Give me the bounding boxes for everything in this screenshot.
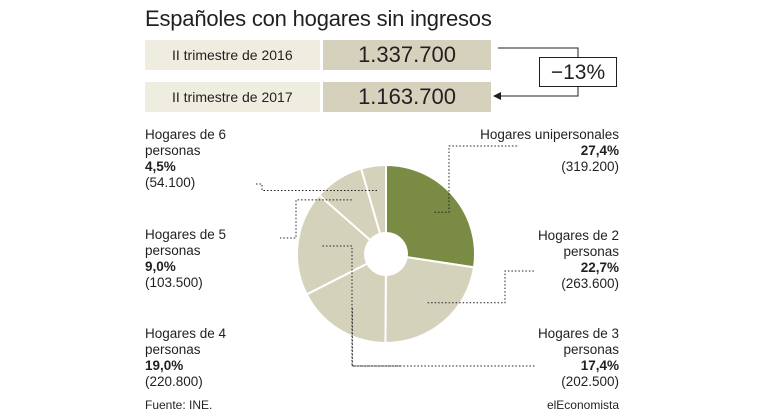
pie-slice-3-personas	[305, 252, 388, 345]
leader-line-5-personas	[280, 199, 352, 239]
leader-line-3-personas	[351, 308, 536, 367]
period-label: II trimestre de 2017	[172, 89, 293, 105]
comparison-value-2016: 1.337.700	[323, 40, 491, 70]
leader-line-6-personas	[255, 183, 377, 192]
slice-percent: 4,5%	[145, 159, 176, 174]
slice-count: (103.500)	[145, 275, 203, 290]
slice-name: Hogares de 2	[537, 228, 619, 243]
slice-name: Hogares de 3	[537, 326, 619, 341]
slice-name-cont: personas	[563, 244, 619, 259]
slice-count: (202.500)	[561, 374, 619, 389]
pie-slice-unipersonales	[385, 163, 476, 269]
slice-percent: 9,0%	[145, 259, 176, 274]
arrowhead-icon	[493, 92, 501, 100]
comparison-row-2016: II trimestre de 2016 1.337.700	[145, 40, 491, 70]
comparison-value-2017: 1.163.700	[323, 82, 491, 112]
pie-slice-4-personas	[296, 193, 388, 296]
comparison-row-2017: II trimestre de 2017 1.163.700	[145, 82, 491, 112]
slice-name-cont: personas	[145, 243, 201, 258]
slice-name-cont: personas	[563, 342, 619, 357]
donut-hole	[364, 232, 408, 276]
slice-name-cont: personas	[145, 342, 201, 357]
comparison-label-2017: II trimestre de 2017	[145, 82, 320, 112]
slice-count: (319.200)	[561, 159, 619, 174]
change-percentage-box: −13%	[539, 57, 617, 87]
slice-label-6-personas: Hogares de 6 personas 4,5% (54.100)	[145, 127, 226, 191]
comparison-label-2016: II trimestre de 2016	[145, 40, 320, 70]
slice-count: (263.600)	[561, 276, 619, 291]
slice-name: Hogares de 4	[145, 326, 227, 341]
slice-percent: 27,4%	[580, 143, 619, 158]
leader-line-2-personas	[427, 270, 535, 304]
pie-slice-6-personas	[359, 163, 387, 255]
period-label: II trimestre de 2016	[172, 47, 293, 63]
slice-name: Hogares unipersonales	[480, 127, 619, 142]
slice-name: Hogares de 5	[145, 227, 227, 242]
pie-slice-2-personas	[384, 252, 476, 344]
slice-label-3-personas: Hogares de 3 personas 17,4% (202.500)	[538, 326, 619, 390]
leader-line-unipersonales	[434, 145, 519, 213]
source-note: Fuente: INE.	[145, 398, 213, 412]
slice-label-2-personas: Hogares de 2 personas 22,7% (263.600)	[538, 228, 619, 292]
slice-label-5-personas: Hogares de 5 personas 9,0% (103.500)	[145, 227, 226, 291]
slice-count: (54.100)	[145, 175, 196, 190]
leader-line-4-personas	[322, 245, 400, 367]
slice-name-cont: personas	[145, 143, 201, 158]
slice-percent: 19,0%	[145, 358, 184, 373]
slice-count: (220.800)	[145, 374, 203, 389]
brand-logo: elEconomista	[546, 398, 619, 412]
slice-label-unipersonales: Hogares unipersonales 27,4% (319.200)	[480, 127, 619, 175]
slice-name: Hogares de 6	[145, 127, 227, 142]
chart-title: Españoles con hogares sin ingresos	[145, 6, 492, 31]
slice-percent: 17,4%	[580, 358, 619, 373]
slice-label-4-personas: Hogares de 4 personas 19,0% (220.800)	[145, 326, 226, 390]
slice-percent: 22,7%	[580, 260, 619, 275]
